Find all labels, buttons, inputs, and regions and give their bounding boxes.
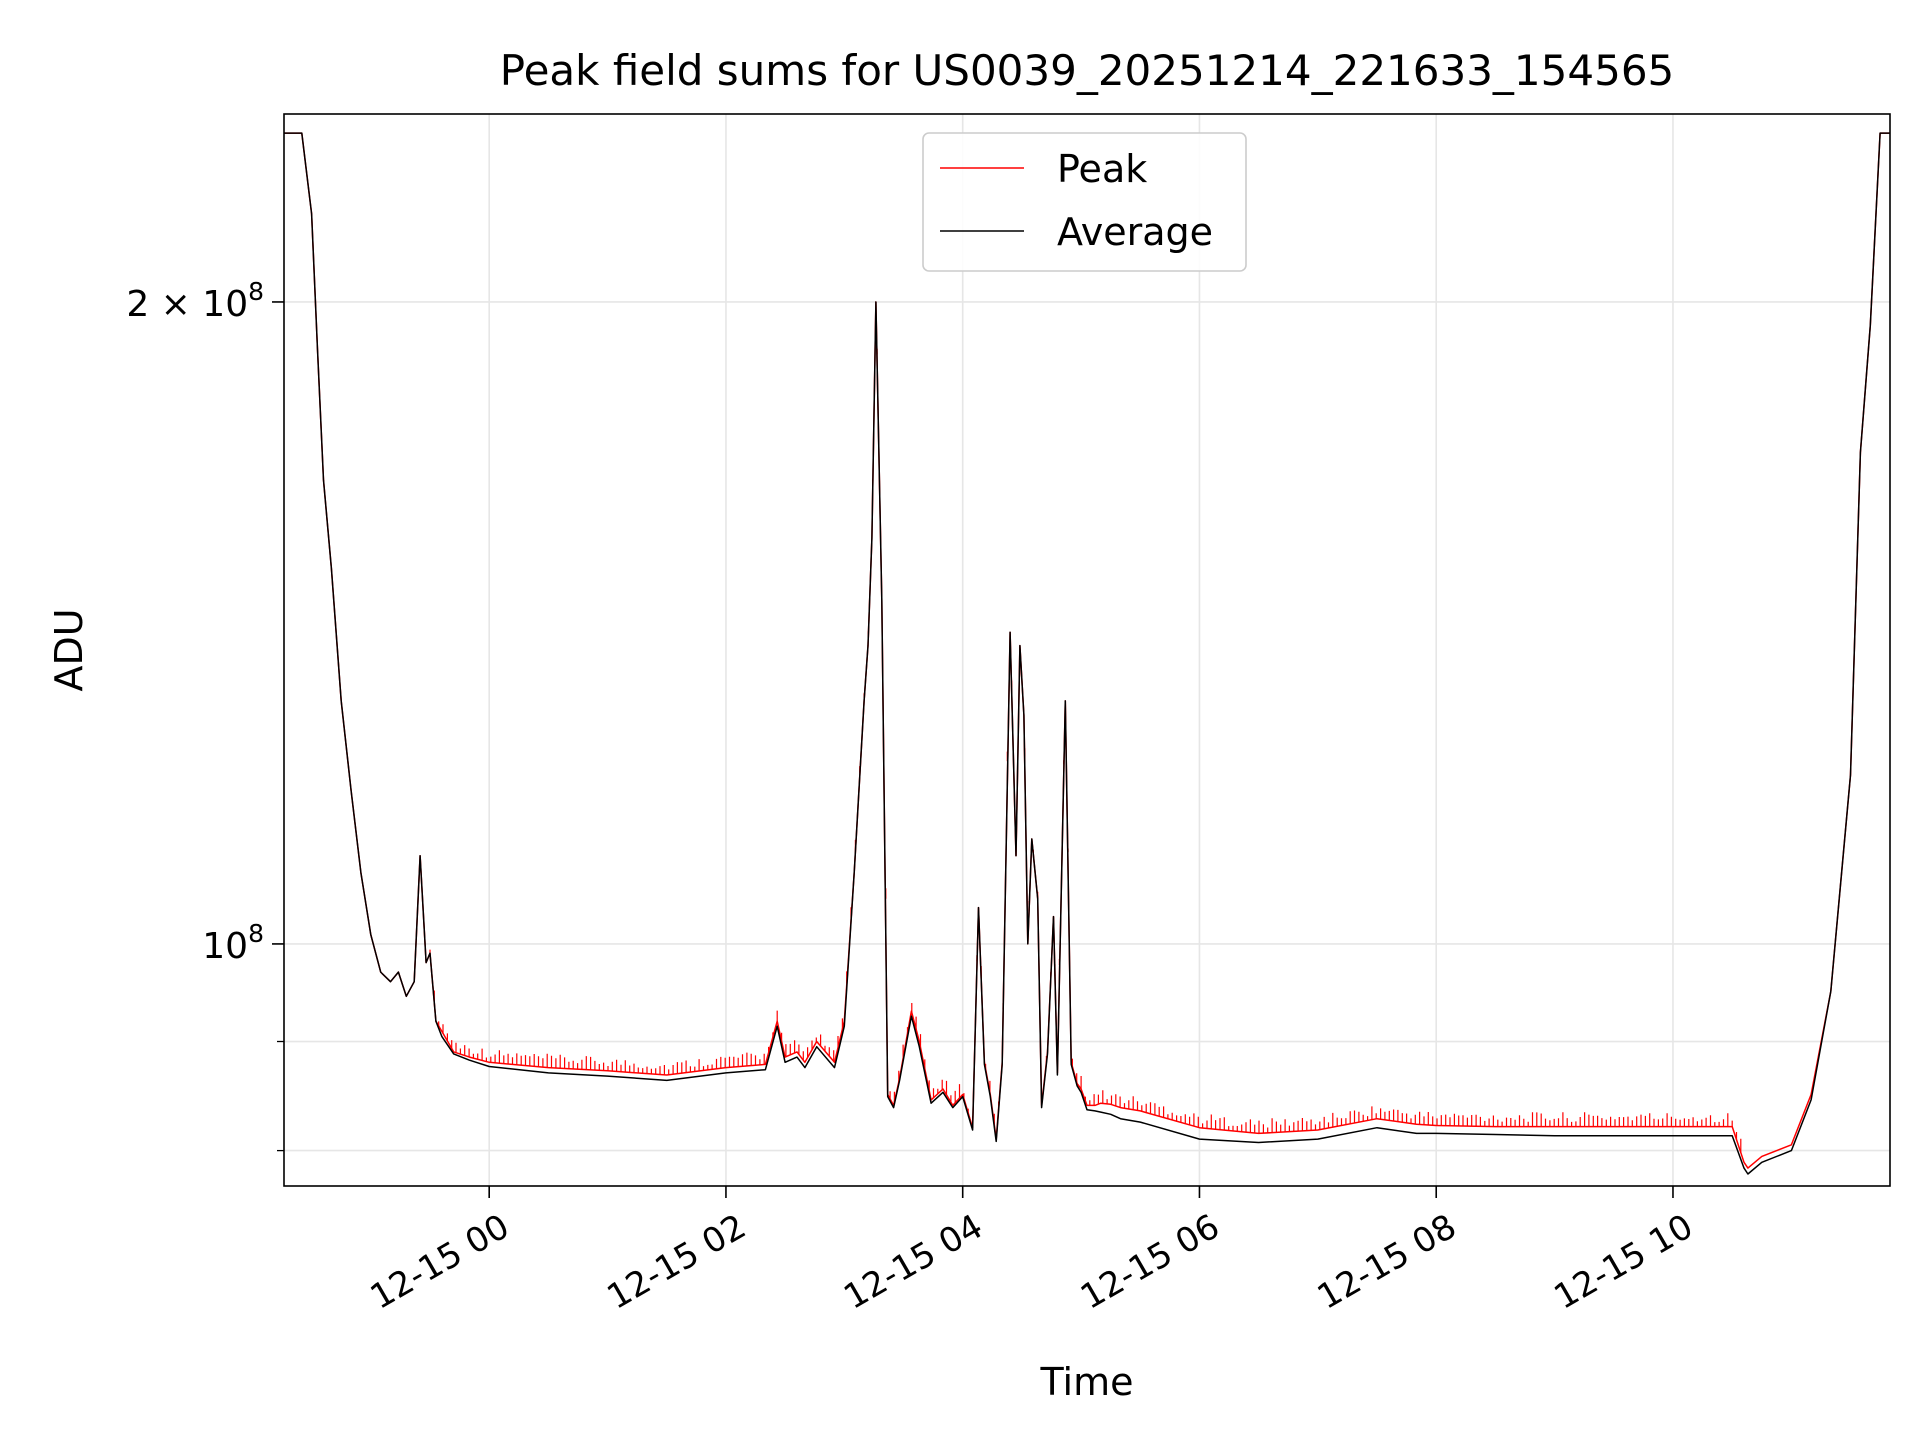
x-axis-title: Time <box>1040 1360 1134 1404</box>
series-layer <box>284 132 1890 1175</box>
chart-title: Peak field sums for US0039_20251214_2216… <box>500 46 1675 95</box>
grid <box>284 114 1890 1186</box>
y-axis-title: ADU <box>47 608 91 691</box>
plot-frame <box>283 113 1891 1187</box>
legend-label-average: Average <box>1057 210 1213 254</box>
plot-area <box>283 113 1891 1187</box>
y-axis: 108 2 × 108 <box>126 277 284 1152</box>
y-tick-label: 108 <box>202 919 264 967</box>
legend: Peak Average <box>922 132 1247 272</box>
series-line-average <box>284 132 1890 1175</box>
legend-label-peak: Peak <box>1057 147 1147 191</box>
y-tick-label: 2 × 108 <box>126 277 264 325</box>
